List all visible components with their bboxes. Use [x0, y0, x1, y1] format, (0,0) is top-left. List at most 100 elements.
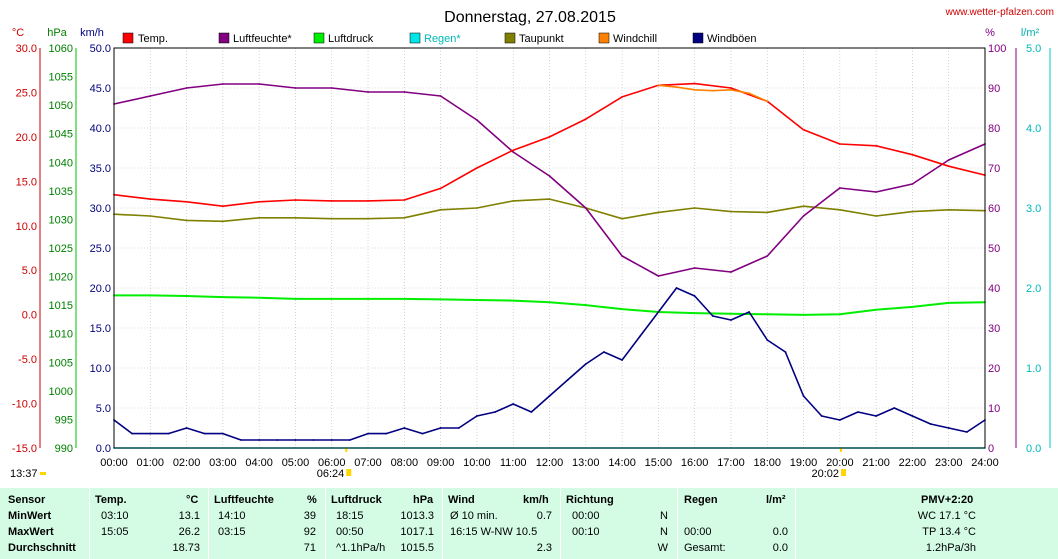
rain-tick-label: 2.0: [1026, 283, 1041, 295]
pressure-tick-label: 1030: [49, 214, 73, 226]
data-point-temp: [838, 143, 841, 145]
wind-unit-label: km/h: [80, 27, 104, 39]
legend-label-rain: Regen*: [424, 33, 461, 45]
temp-tick-label: 5.0: [22, 265, 37, 277]
data-point-pressure: [439, 298, 442, 301]
legend-swatch-pressure: [313, 32, 325, 44]
data-point-dewpoint: [403, 216, 406, 219]
time-tick-label: 00:00: [100, 457, 128, 469]
wind-tick-label: 50.0: [90, 43, 111, 55]
data-point-dewpoint: [512, 199, 515, 202]
rain-tick-label: 0.0: [1026, 443, 1041, 455]
data-point-gust: [766, 339, 769, 341]
data-point-gust: [566, 379, 569, 381]
brand-link[interactable]: www.wetter-pfalzen.com: [945, 7, 1054, 18]
data-point-gust: [457, 427, 460, 429]
temp-tick-label: 15.0: [16, 176, 37, 188]
table-cell-press_time: 00:50: [336, 526, 364, 538]
percent-tick-label: 70: [988, 163, 1000, 175]
rain-tick-label: 5.0: [1026, 43, 1041, 55]
wind-tick-label: 10.0: [90, 363, 111, 375]
legend-swatch-temp: [122, 32, 134, 44]
data-point-pressure: [875, 308, 878, 311]
pressure-tick-label: 1035: [49, 186, 73, 198]
table-cell-label: MinWert: [8, 510, 52, 522]
rain-unit-label: l/m²: [1021, 27, 1040, 39]
data-point-dewpoint: [185, 219, 188, 222]
data-point-gust: [820, 415, 823, 417]
time-tick-label: 06:00: [318, 457, 346, 469]
data-point-gust: [584, 363, 587, 365]
data-point-gust: [911, 415, 914, 417]
table-cell-temp: 26.2: [178, 526, 200, 538]
temp-tick-label: 30.0: [16, 43, 37, 55]
legend-label-gust: Windböen: [707, 33, 757, 45]
data-point-temp: [875, 144, 878, 147]
data-point-humidity: [621, 255, 623, 257]
time-tick-label: 19:00: [790, 457, 818, 469]
data-point-temp: [258, 200, 261, 203]
table-cell-hum: 92: [303, 526, 316, 538]
wind-tick-label: 25.0: [90, 243, 111, 255]
time-tick-label: 12:00: [536, 457, 564, 469]
data-point-pressure: [947, 301, 950, 304]
data-point-temp: [802, 128, 805, 131]
time-tick-label: 01:00: [137, 457, 165, 469]
col-header-humidity: Luftfeuchte: [214, 494, 274, 506]
table-cell-dir: N: [660, 510, 668, 522]
col-header-rain-unit: l/m²: [766, 494, 786, 506]
wind-tick-label: 30.0: [90, 203, 111, 215]
plot-series: [113, 82, 986, 452]
percent-tick-label: 40: [988, 283, 1000, 295]
data-point-gust: [367, 432, 369, 435]
pressure-tick-label: 1055: [49, 72, 73, 84]
data-point-temp: [294, 199, 297, 201]
data-point-gust: [639, 335, 642, 337]
data-point-humidity: [221, 83, 224, 85]
time-tick-label: 16:00: [681, 457, 709, 469]
data-point-humidity: [403, 91, 406, 93]
data-point-gust: [439, 427, 442, 429]
temp-tick-label: -15.0: [12, 443, 37, 455]
sun-markers: 13:37 06:24 20:02: [10, 468, 847, 480]
table-cell-label: Durchschnitt: [8, 542, 76, 554]
wind-tick-label: 0.0: [96, 443, 111, 455]
data-point-windchill: [711, 89, 714, 92]
temp-tick-label: 0.0: [22, 310, 37, 322]
data-point-dewpoint: [875, 215, 878, 217]
rain-tick-label: 1.0: [1026, 363, 1041, 375]
data-point-pressure: [512, 299, 515, 302]
col-header-temp: Temp.: [95, 494, 127, 506]
data-point-humidity: [766, 255, 769, 257]
table-cell-extra: 1.2hPa/3h: [925, 542, 976, 554]
data-point-gust: [221, 432, 224, 435]
data-point-temp: [403, 199, 406, 201]
table-cell-rain_time: Gesamt:: [684, 542, 726, 554]
chart-title: Donnerstag, 27.08.2015: [444, 9, 616, 26]
wind-tick-label: 35.0: [90, 163, 111, 175]
data-point-pressure: [294, 297, 297, 300]
time-tick-label: 17:00: [717, 457, 745, 469]
wind-tick-label: 20.0: [90, 283, 111, 295]
data-point-pressure: [911, 305, 914, 308]
data-point-dewpoint: [330, 217, 333, 220]
data-point-pressure: [221, 296, 224, 299]
data-point-windchill: [730, 88, 732, 91]
data-point-pressure: [548, 301, 551, 304]
data-point-windchill: [693, 88, 696, 91]
data-point-temp: [439, 187, 442, 190]
legend-swatch-humidity: [218, 32, 230, 44]
data-point-gust: [258, 439, 261, 441]
data-point-gust: [784, 351, 787, 353]
data-point-gust: [512, 403, 515, 405]
corner-sun-icon: [40, 472, 46, 475]
time-tick-label: 10:00: [463, 457, 491, 469]
pressure-tick-label: 1000: [49, 386, 73, 398]
data-point-windchill: [657, 84, 660, 87]
data-point-temp: [512, 149, 515, 152]
data-point-humidity: [330, 87, 333, 89]
percent-tick-label: 20: [988, 363, 1000, 375]
data-point-humidity: [730, 271, 732, 273]
data-point-dewpoint: [221, 220, 224, 223]
data-point-gust: [730, 319, 732, 321]
